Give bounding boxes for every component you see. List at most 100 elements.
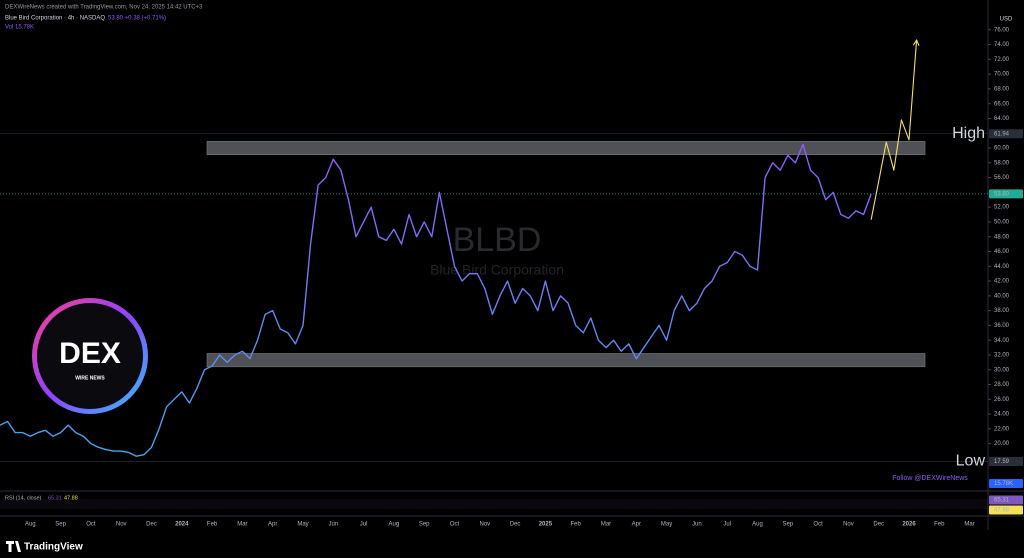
x-tick-label: May [297, 522, 308, 528]
y-tick-label: 56.00 [994, 175, 1010, 181]
watermark: BLBD [453, 221, 542, 259]
footer-brand: TradingView [6, 541, 83, 553]
x-tick-label: Mar [964, 522, 974, 528]
y-tick-label: 26.00 [994, 397, 1010, 403]
x-tick-label: Jul [360, 522, 368, 528]
y-tick-label: 36.00 [994, 323, 1010, 329]
x-tick-label: Nov [843, 522, 854, 528]
rsi-badge-label: 65.31 [994, 498, 1010, 504]
symbol: Blue Bird Corporation · 4h · NASDAQ [5, 16, 105, 22]
y-tick-label: 74.00 [994, 42, 1010, 48]
rsi-badge [989, 495, 1023, 505]
rsi-badge [989, 505, 1023, 515]
rsi-value: 65.31 [48, 495, 62, 501]
x-tick-label: Jul [723, 522, 731, 528]
zone [206, 141, 926, 155]
y-tick-label: 72.00 [994, 57, 1010, 63]
projection-line [870, 40, 918, 220]
follow: Follow @DEXWireNews [892, 475, 968, 482]
volume-badge [989, 479, 1023, 488]
y-tick-label: 68.00 [994, 86, 1010, 92]
y-tick-label: 70.00 [994, 72, 1010, 78]
zone [206, 353, 926, 368]
x-tick-label: 2026 [902, 522, 916, 528]
y-tick-label: 40.00 [994, 293, 1010, 299]
x-tick-label: Apr [268, 522, 277, 528]
x-tick-label: 2025 [539, 522, 553, 528]
x-tick-label: Feb [571, 522, 582, 528]
y-tick-label: 58.00 [994, 160, 1010, 166]
x-tick-label: Jun [692, 522, 702, 528]
y-tick-label: 28.00 [994, 382, 1010, 388]
x-tick-label: May [661, 522, 672, 528]
logo: DEX WIRE NEWS [32, 298, 148, 414]
y-tick-label: 48.00 [994, 234, 1010, 240]
brand-icon [6, 541, 21, 552]
x-tick-label: Oct [450, 522, 460, 528]
badge [989, 189, 1023, 199]
x-tick-label: Feb [207, 522, 218, 528]
x-tick-label: Oct [86, 522, 96, 528]
rsi-band [0, 499, 988, 509]
byline: DEXWireNews created with TradingView.com… [5, 5, 203, 11]
y-tick-label: 46.00 [994, 249, 1010, 255]
price-line-series [0, 143, 872, 457]
badge-name: High [952, 125, 985, 142]
x-tick-label: Sep [782, 522, 793, 528]
y-tick-label: 32.00 [994, 353, 1010, 359]
x-tick-label: Dec [146, 522, 157, 528]
badge [989, 129, 1023, 139]
x-tick-label: 2024 [175, 522, 189, 528]
x-tick-label: Dec [873, 522, 884, 528]
quote: 53.80 +0.38 (+0.71%) [108, 16, 166, 22]
y-tick-label: 38.00 [994, 308, 1010, 314]
logo-title: DEX [59, 337, 121, 370]
rsi-label: RSI (14, close) [5, 495, 42, 501]
logo-subtitle: WIRE NEWS [75, 375, 105, 381]
x-tick-label: Mar [237, 522, 247, 528]
x-tick-label: Aug [25, 522, 36, 528]
x-tick-label: Dec [510, 522, 521, 528]
x-tick-label: Nov [479, 522, 490, 528]
y-tick-label: 50.00 [994, 220, 1010, 226]
x-tick-label: Jun [328, 522, 338, 528]
rsi-value: 47.88 [64, 495, 78, 501]
x-tick-label: Aug [389, 522, 400, 528]
badge-label: 53.80 [994, 191, 1010, 197]
y-tick-label: 42.00 [994, 279, 1010, 285]
badge-name: Low [956, 453, 986, 470]
y-tick-label: 44.00 [994, 264, 1010, 270]
x-tick-label: Feb [934, 522, 945, 528]
y-tick-label: 22.00 [994, 426, 1010, 432]
y-tick-label: 30.00 [994, 367, 1010, 373]
volume-label: Vol 15.78K [5, 25, 34, 31]
volume-badge-label: 15.78K [994, 481, 1013, 487]
x-tick-label: Aug [752, 522, 763, 528]
watermark-subtitle: Blue Bird Corporation [430, 262, 564, 278]
badge-label: 17.59 [994, 459, 1010, 465]
y-tick-label: 20.00 [994, 441, 1010, 447]
x-tick-label: Nov [116, 522, 127, 528]
y-tick-label: 60.00 [994, 146, 1010, 152]
y-tick-label: 52.00 [994, 205, 1010, 211]
rsi-badge-label: 47.88 [994, 508, 1010, 514]
badge [989, 456, 1023, 466]
x-tick-label: Sep [419, 522, 430, 528]
y-tick-label: 24.00 [994, 412, 1010, 418]
x-tick-label: Sep [55, 522, 66, 528]
y-tick-label: 64.00 [994, 116, 1010, 122]
badge-label: 61.94 [994, 131, 1010, 137]
arrow-head [912, 38, 920, 46]
x-tick-label: Oct [813, 522, 823, 528]
currency: USD [1000, 17, 1013, 23]
logo-inner [37, 303, 143, 409]
x-tick-label: Apr [632, 522, 641, 528]
y-tick-label: 66.00 [994, 101, 1010, 107]
brand-name: TradingView [24, 542, 83, 553]
y-tick-label: 76.00 [994, 27, 1010, 33]
footer [0, 530, 1024, 558]
x-tick-label: Mar [601, 522, 611, 528]
